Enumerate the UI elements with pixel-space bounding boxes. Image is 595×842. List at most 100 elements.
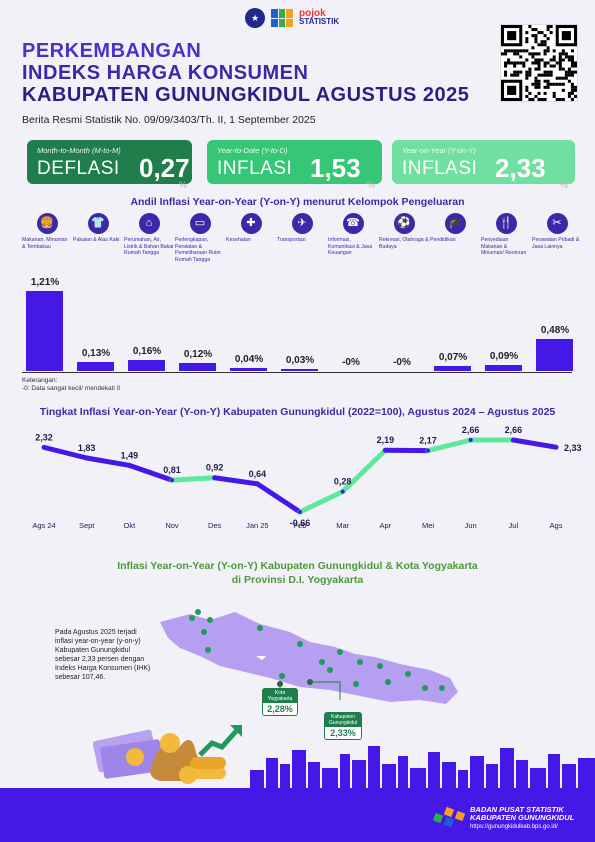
data-label: 2,66 xyxy=(462,425,480,435)
house-icon: ⌂ xyxy=(138,213,160,234)
x-tick-label: Jun xyxy=(465,521,477,530)
line-segment xyxy=(212,475,260,487)
data-label: 2,33 xyxy=(564,443,582,453)
category-8: 🎓 Pendidikan xyxy=(430,213,480,244)
bar-2 xyxy=(128,360,165,371)
bar-9 xyxy=(485,365,522,371)
page-title: PERKEMBANGAN INDEKS HARGA KONSUMEN KABUP… xyxy=(22,40,470,106)
section-title-andil: Andil Inflasi Year-on-Year (Y-on-Y) menu… xyxy=(130,196,465,208)
card-ytd: Year-to-Date (Y-to-D) INFLASI 1,53 % xyxy=(207,140,382,190)
tools-icon: ✂ xyxy=(546,213,568,234)
bps-footer-logo-icon xyxy=(432,806,466,828)
category-name: Perlengkapan, Peralatan & Pemeliharaan R… xyxy=(175,237,221,263)
line-segment xyxy=(126,462,175,483)
footer: BADAN PUSAT STATISTIK KABUPATEN GUNUNGKI… xyxy=(0,788,595,842)
bar-5 xyxy=(281,369,318,371)
data-point xyxy=(84,456,89,460)
line-segment xyxy=(297,489,346,515)
category-name: Perawatan Pribadi & Jasa Lainnya xyxy=(532,237,580,250)
money-illustration xyxy=(92,725,242,784)
bps-logo-icon xyxy=(271,9,293,27)
section-title-trend: Tingkat Inflasi Year-on-Year (Y-on-Y) Ka… xyxy=(39,406,556,418)
bar-8 xyxy=(434,366,471,371)
card-mtm: Month-to-Month (M-to-M) DEFLASI 0,27 % xyxy=(27,140,192,190)
phone-icon: ☎ xyxy=(342,213,364,234)
summary-paragraph: Pada Agustus 2025 terjadi inflasi year-o… xyxy=(55,629,151,681)
chart-note: Keterangan: -0: Data sangat kecil/ mende… xyxy=(22,377,121,392)
data-label: 0,28 xyxy=(334,477,352,487)
bar-baseline xyxy=(22,372,572,373)
data-point xyxy=(298,510,302,514)
x-tick-label: Okt xyxy=(123,521,136,530)
data-point xyxy=(170,478,174,483)
category-7: ⚽ Rekreasi, Olahraga & Budaya xyxy=(379,213,429,250)
yoy-line-chart: 2,32 Ags 24 1,83 Sept 1,49 Okt 0,81 Nov 0,92 Des 0… xyxy=(32,425,582,530)
category-name: Penyediaan Makanan & Minuman/ Restoran xyxy=(481,237,527,256)
x-tick-label: Ags 24 xyxy=(32,521,55,530)
category-10: ✂ Perawatan Pribadi & Jasa Lainnya xyxy=(532,213,582,250)
data-point xyxy=(468,438,473,442)
restaurant-icon: 🍴 xyxy=(495,213,517,234)
sport-icon: ⚽ xyxy=(393,213,415,234)
data-point xyxy=(42,445,46,450)
data-point xyxy=(340,489,345,494)
category-name: Rekreasi, Olahraga & Budaya xyxy=(379,237,429,250)
data-label: 2,17 xyxy=(419,436,437,446)
label-kota-yogyakarta: Kota Yogyakarta 2,28% xyxy=(262,688,298,716)
category-0: 🍔 Makanan, Minuman & Tembakau xyxy=(22,213,72,250)
bar-label-9: 0,09% xyxy=(489,351,519,363)
category-name: Kesehatan xyxy=(226,237,251,243)
data-label: 0,81 xyxy=(163,465,181,475)
bar-label-0: 1,21% xyxy=(30,277,60,288)
category-6: ☎ Informasi, Komunikasi & Jasa Keuangan xyxy=(328,213,378,257)
city-markers xyxy=(189,609,445,691)
x-tick-label: Apr xyxy=(379,521,391,530)
data-label: 1,49 xyxy=(121,450,139,460)
data-label: -0,66 xyxy=(290,518,311,528)
x-tick-label: Mar xyxy=(336,521,349,530)
x-tick-label: Ags xyxy=(550,521,563,530)
bar-0 xyxy=(26,291,63,371)
bar-1 xyxy=(77,362,114,371)
line-segment xyxy=(254,481,303,515)
x-tick-label: Sept xyxy=(79,521,95,530)
footer-url[interactable]: https://gunungkidulkab.bps.go.id/ xyxy=(470,824,558,830)
bar-10 xyxy=(536,339,573,371)
bar-label-1: 0,13% xyxy=(81,348,111,360)
line-segment xyxy=(425,437,474,454)
data-point xyxy=(255,481,260,486)
section-title-map: Inflasi Year-on-Year (Y-on-Y) Kabupaten … xyxy=(117,560,478,586)
category-3: ▭ Perlengkapan, Peralatan & Pemeliharaan … xyxy=(175,213,225,263)
line-segment xyxy=(510,437,559,450)
food-icon: 🍔 xyxy=(36,213,58,234)
category-1: 👕 Pakaian & Alas Kaki xyxy=(73,213,123,244)
data-label: 2,32 xyxy=(35,432,53,442)
data-point xyxy=(511,438,516,442)
ministry-logo-icon: ★ xyxy=(245,8,265,28)
category-9: 🍴 Penyediaan Makanan & Minuman/ Restoran xyxy=(481,213,531,257)
category-2: ⌂ Perumahan, Air, Listrik & Bahan Bakar R… xyxy=(124,213,174,257)
bar-label-2: 0,16% xyxy=(132,346,162,358)
line-segment xyxy=(340,447,388,495)
health-icon: ✚ xyxy=(240,213,262,234)
graduation-icon: 🎓 xyxy=(444,213,466,234)
category-5: ✈ Transportasi xyxy=(277,213,327,244)
data-label: 0,92 xyxy=(206,463,224,473)
x-tick-label: Mei xyxy=(422,521,434,530)
page-subtitle: Berita Resmi Statistik No. 09/09/3403/Th… xyxy=(22,114,316,126)
header-logos: ★ pojok STATISTIK xyxy=(245,8,339,28)
data-label: 0,64 xyxy=(249,469,267,479)
line-segment xyxy=(169,475,218,483)
category-4: ✚ Kesehatan xyxy=(226,213,276,244)
data-point xyxy=(212,475,217,480)
data-label: 2,19 xyxy=(377,435,395,445)
plane-icon: ✈ xyxy=(291,213,313,234)
category-name: Perumahan, Air, Listrik & Bahan Bakar Ru… xyxy=(124,237,174,256)
data-label: 2,66 xyxy=(505,425,523,435)
x-tick-label: Des xyxy=(208,521,222,530)
sofa-icon: ▭ xyxy=(189,213,211,234)
bar-label-8: 0,07% xyxy=(438,352,468,364)
qr-code[interactable] xyxy=(500,24,578,102)
pojok-statistik-logo: pojok STATISTIK xyxy=(299,8,340,26)
x-tick-label: Feb xyxy=(294,521,307,530)
